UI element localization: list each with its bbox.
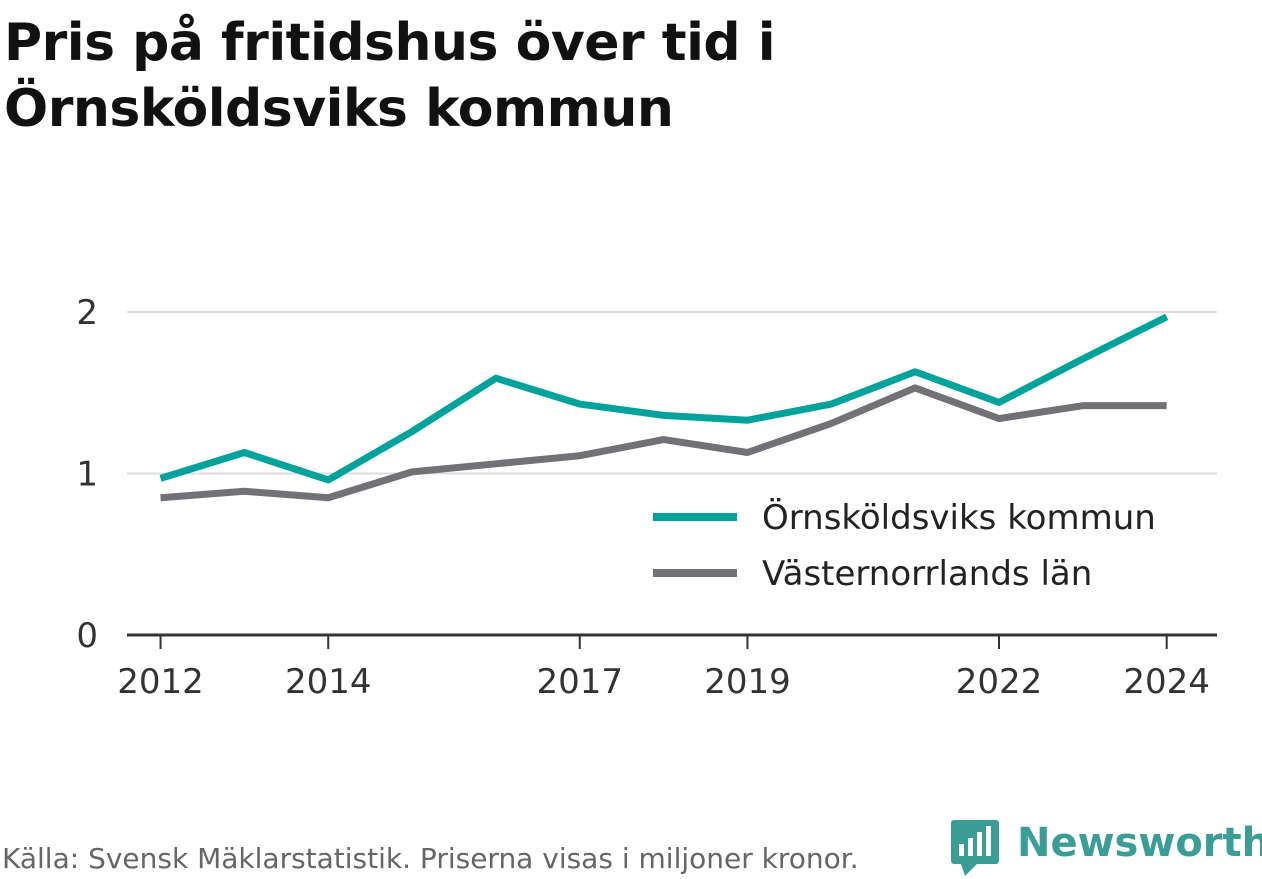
x-tick-label: 2022 — [956, 662, 1043, 702]
series-line — [159, 313, 1169, 484]
x-tick-label: 2017 — [537, 662, 624, 702]
y-tick-label: 0 — [76, 616, 98, 656]
y-tick-label: 2 — [76, 293, 98, 333]
legend-label: Örnsköldsviks kommun — [762, 497, 1156, 538]
y-axis-ticks: 0 1 2 — [76, 293, 98, 656]
brand-name: Newsworthy — [1017, 820, 1262, 866]
x-axis: 2012 2014 2017 2019 2022 2024 — [117, 633, 1217, 702]
brand-logo: Newsworthy — [951, 818, 1262, 878]
x-tick-label: 2014 — [285, 662, 372, 702]
newsworthy-icon — [951, 820, 999, 876]
y-tick-label: 1 — [76, 455, 98, 495]
legend: Örnsköldsviks kommun Västernorrlands län — [653, 497, 1156, 594]
chart-title: Pris på fritidshus över tid i Örnsköldsv… — [4, 13, 776, 139]
source-note: Källa: Svensk Mäklarstatistik. Priserna … — [2, 842, 859, 875]
x-tick-label: 2012 — [117, 662, 204, 702]
grid-lines — [127, 311, 1217, 475]
series-lines — [159, 313, 1169, 502]
x-tick-label: 2019 — [704, 662, 791, 702]
series-line — [160, 384, 1167, 502]
legend-label: Västernorrlands län — [762, 554, 1092, 594]
x-tick-label: 2024 — [1123, 662, 1210, 702]
